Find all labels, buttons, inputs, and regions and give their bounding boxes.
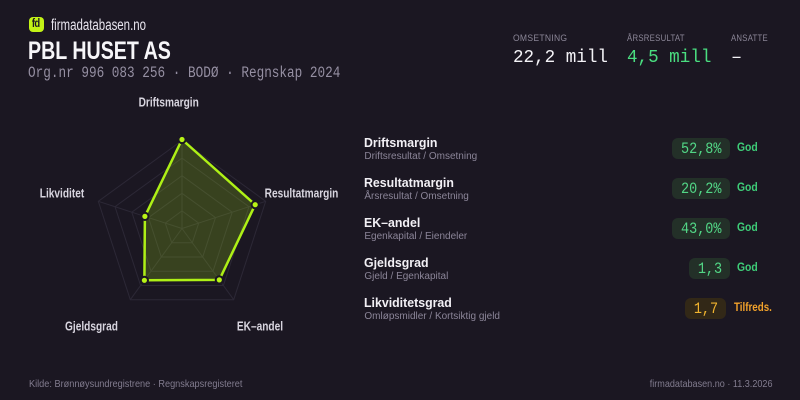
svg-text:Gjeldsgrad: Gjeldsgrad — [65, 319, 118, 333]
svg-text:EK–andel: EK–andel — [237, 319, 283, 333]
svg-text:Driftsmargin: Driftsmargin — [139, 95, 199, 109]
svg-text:Resultatmargin: Resultatmargin — [265, 186, 339, 200]
svg-text:Likviditet: Likviditet — [40, 186, 85, 200]
